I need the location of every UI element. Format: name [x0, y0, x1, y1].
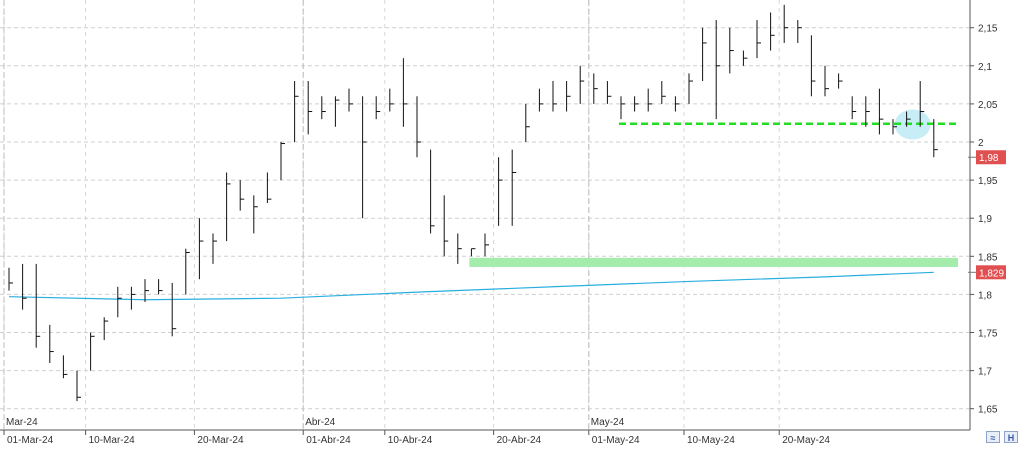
price-tag [976, 150, 1006, 165]
month-label: Mar-24 [6, 417, 38, 428]
highlight-circle [894, 109, 931, 140]
y-tick-label: 1,95 [978, 176, 998, 187]
y-tick-label: 1,65 [978, 405, 998, 416]
y-tick-label: 2,1 [978, 62, 992, 73]
x-tick-label: 10-May-24 [687, 435, 735, 446]
x-tick-label: 01-Mar-24 [7, 435, 54, 446]
y-tick-label: 1,75 [978, 329, 998, 340]
y-tick-label: 1,9 [978, 214, 992, 225]
y-tick-label: 1,85 [978, 252, 998, 263]
price-tag-label: 1,98 [979, 153, 999, 164]
support-zone [469, 257, 958, 267]
x-tick-label: 20-Mar-24 [197, 435, 244, 446]
x-tick-label: 20-May-24 [782, 435, 830, 446]
x-tick-label: 01-Abr-24 [306, 435, 351, 446]
month-label: May-24 [591, 417, 625, 428]
price-tag-label: 1,829 [979, 268, 1004, 279]
x-tick-label: 01-May-24 [592, 435, 640, 446]
price-tag [976, 265, 1006, 280]
h-button[interactable]: H [1004, 431, 1018, 443]
month-label: Abr-24 [305, 417, 335, 428]
x-tick-label: 10-Abr-24 [388, 435, 433, 446]
y-tick-label: 1,8 [978, 290, 992, 301]
y-tick-label: 2,05 [978, 100, 998, 111]
y-tick-label: 2 [978, 138, 984, 149]
y-tick-label: 1,7 [978, 367, 992, 378]
x-tick-label: 20-Abr-24 [497, 435, 542, 446]
x-tick-label: 10-Mar-24 [89, 435, 136, 446]
y-tick-label: 2,15 [978, 24, 998, 35]
zoom-button[interactable]: ≈ [986, 431, 1000, 443]
moving-average-line [8, 271, 934, 301]
